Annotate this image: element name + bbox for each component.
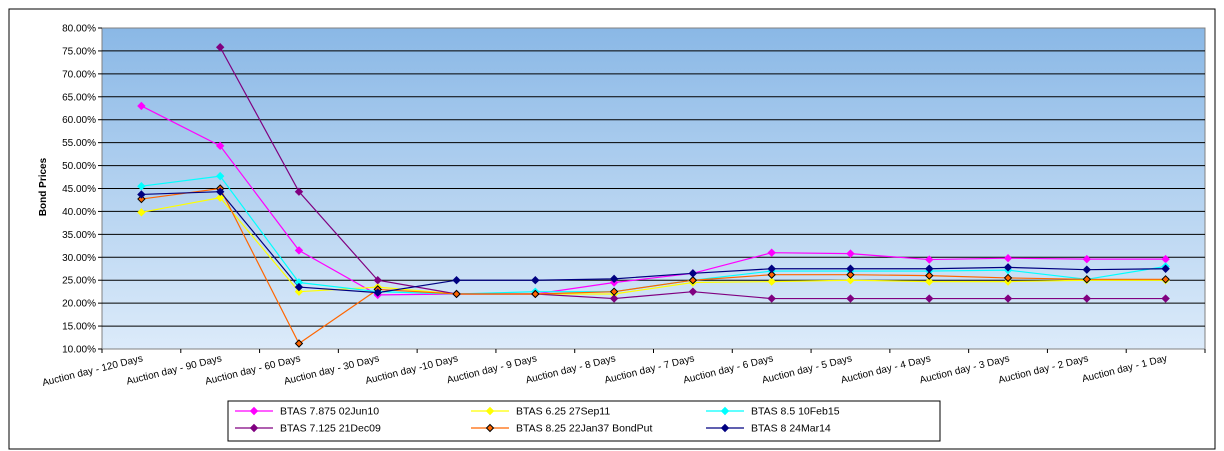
legend-marker — [249, 406, 259, 416]
y-tick-label: 75.00% — [62, 46, 96, 57]
data-point — [1161, 294, 1170, 303]
data-point — [846, 294, 855, 303]
data-point — [767, 294, 776, 303]
data-point — [137, 208, 146, 217]
data-point — [215, 171, 225, 181]
data-point — [215, 43, 225, 52]
data-point — [373, 276, 382, 285]
legend-marker — [720, 406, 730, 416]
data-point — [767, 270, 776, 279]
gridlines — [102, 50, 1205, 327]
legend-marker — [485, 423, 495, 433]
y-tick-label: 50.00% — [62, 161, 96, 172]
data-point — [846, 264, 855, 273]
data-point — [452, 276, 461, 285]
data-point — [925, 294, 934, 303]
data-point — [137, 182, 146, 191]
data-point — [294, 246, 304, 255]
y-tick-label: 45.00% — [62, 184, 96, 195]
data-point — [846, 249, 855, 258]
y-tick-label: 10.00% — [62, 345, 96, 356]
y-tick-label: 30.00% — [62, 253, 96, 264]
series-markers — [137, 43, 1170, 348]
legend-entry: BTAS 7.875 02Jun10 — [280, 406, 379, 418]
y-tick-label: 35.00% — [62, 230, 96, 241]
data-point — [846, 270, 855, 279]
data-point — [137, 190, 146, 199]
data-point — [215, 193, 225, 202]
legend-entry: BTAS 8.25 22Jan37 BondPut — [516, 423, 652, 435]
y-axis: 10.00% 15.00% 20.00% 25.00% 30.00% 35.00% 40.0… — [62, 24, 102, 356]
y-tick-label: 80.00% — [62, 24, 96, 35]
series-line — [141, 197, 1166, 295]
legend-marker — [720, 423, 730, 433]
data-point — [609, 274, 619, 284]
legend-entry: BTAS 8.5 10Feb15 — [751, 406, 840, 418]
data-point — [925, 277, 934, 286]
legend-marker — [249, 423, 259, 433]
legend-entry: BTAS 6.25 27Sep11 — [516, 406, 610, 418]
data-point — [1161, 275, 1170, 284]
data-point — [294, 282, 304, 292]
data-point — [1003, 273, 1013, 283]
data-point — [846, 276, 855, 285]
data-point — [137, 101, 146, 111]
data-point — [1003, 294, 1013, 303]
data-point — [215, 141, 225, 151]
data-point — [1082, 254, 1092, 264]
data-point — [1003, 263, 1013, 272]
data-point — [215, 187, 225, 196]
data-point — [609, 294, 619, 303]
data-point — [925, 264, 934, 273]
data-point — [1082, 294, 1092, 303]
y-tick-label: 20.00% — [62, 299, 96, 310]
data-point — [531, 276, 540, 285]
y-tick-label: 70.00% — [62, 69, 96, 80]
legend-box — [227, 400, 941, 442]
data-point — [1161, 264, 1170, 273]
data-point — [294, 339, 304, 348]
data-point — [925, 255, 934, 264]
y-tick-label: 65.00% — [62, 92, 96, 103]
data-point — [531, 289, 540, 299]
data-point — [609, 287, 619, 296]
data-point — [294, 287, 304, 296]
series-line — [141, 187, 1166, 345]
data-point — [688, 276, 698, 285]
legend-entry: BTAS 8 24Mar14 — [751, 423, 831, 435]
y-tick-label: 40.00% — [62, 207, 96, 218]
data-point — [373, 288, 382, 297]
y-axis-label: Bond Prices — [38, 157, 49, 216]
data-point — [1082, 275, 1092, 284]
y-tick-label: 25.00% — [62, 276, 96, 287]
data-point — [925, 271, 934, 280]
legend-entry: BTAS 7.125 21Dec09 — [280, 423, 381, 435]
data-point — [767, 277, 776, 286]
data-point — [452, 289, 461, 299]
data-point — [294, 187, 304, 196]
y-tick-label: 55.00% — [62, 138, 96, 149]
data-point — [767, 248, 776, 257]
legend: BTAS 7.875 02Jun10 BTAS 6.25 27Sep11 BTAS … — [227, 400, 941, 442]
legend-marker — [485, 406, 495, 416]
series-line — [141, 191, 1166, 294]
y-tick-label: 15.00% — [62, 322, 96, 333]
data-point — [767, 264, 776, 273]
y-tick-label: 60.00% — [62, 115, 96, 126]
data-point — [688, 287, 698, 296]
data-point — [1003, 253, 1013, 263]
data-point — [688, 269, 698, 278]
series-line — [141, 105, 1166, 296]
data-point — [1082, 265, 1092, 274]
data-point — [137, 194, 146, 204]
